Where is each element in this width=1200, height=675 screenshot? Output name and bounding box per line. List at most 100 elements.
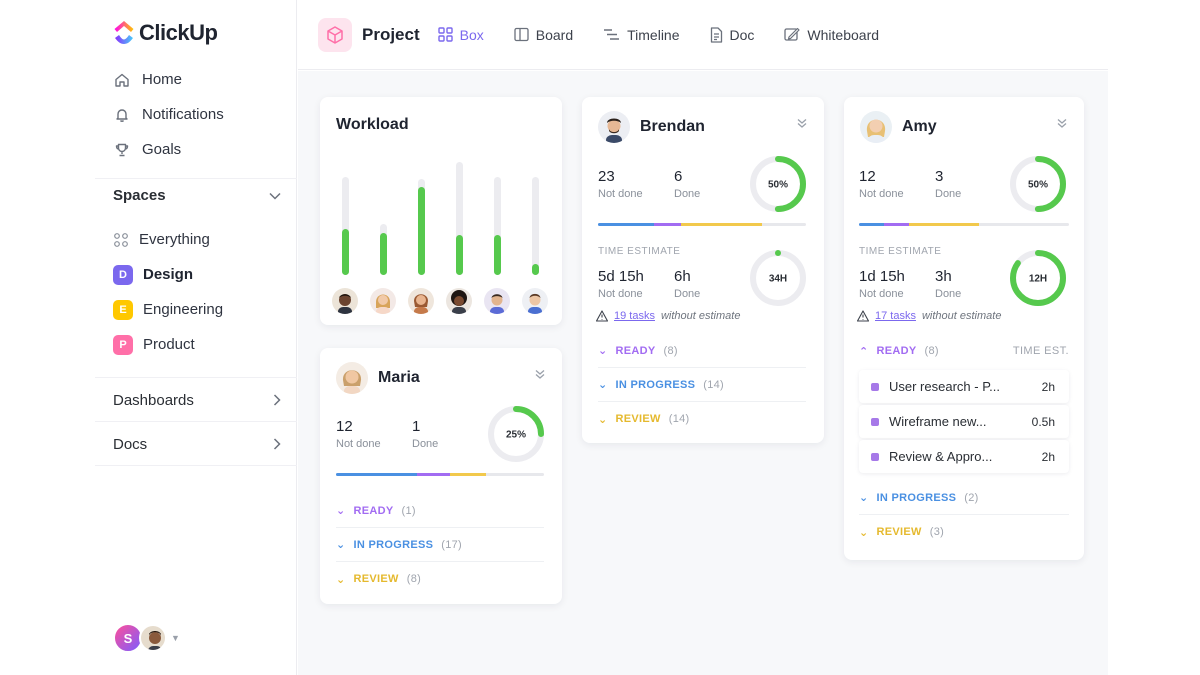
brendan-estimate-ring: 34H bbox=[748, 248, 808, 313]
status-ready[interactable]: ⌄ READY (8) bbox=[598, 334, 806, 368]
tasks-link[interactable]: 17 tasks bbox=[875, 310, 916, 322]
tab-box[interactable]: Box bbox=[437, 27, 484, 43]
page-title: Project bbox=[362, 24, 420, 44]
status-in-progress[interactable]: ⌄ IN PROGRESS (2) bbox=[859, 481, 1069, 515]
clickup-logo[interactable]: ClickUp bbox=[113, 20, 218, 46]
amy-progress-bar bbox=[859, 223, 1069, 226]
tasks-link[interactable]: 19 tasks bbox=[614, 310, 655, 322]
chevron-down-icon[interactable] bbox=[269, 192, 281, 200]
status-review[interactable]: ⌄ REVIEW (14) bbox=[598, 402, 806, 436]
space-engineering-label: Engineering bbox=[143, 301, 224, 318]
workload-bar[interactable] bbox=[456, 235, 463, 275]
task-title: Review & Appro... bbox=[889, 449, 993, 464]
status-label: IN PROGRESS bbox=[876, 491, 957, 504]
warning-icon bbox=[857, 310, 869, 322]
task-row[interactable]: User research - P... 2h bbox=[859, 370, 1069, 403]
amy-card: Amy 12 Not done 3 Done 50% TIME ESTIMATE… bbox=[844, 97, 1084, 560]
space-everything[interactable]: Everything bbox=[113, 222, 283, 257]
amy-not-done-label: Not done bbox=[859, 188, 904, 200]
status-count: (17) bbox=[441, 538, 463, 551]
task-hours: 2h bbox=[1041, 449, 1055, 464]
amy-done-label: Done bbox=[935, 188, 962, 200]
spaces-header[interactable]: Spaces bbox=[113, 187, 281, 204]
maria-done: 1 Done bbox=[412, 418, 438, 450]
amy-est-done-label: Done bbox=[935, 288, 962, 300]
nav-notifications[interactable]: Notifications bbox=[113, 97, 283, 132]
caret-down-icon: ▼ bbox=[171, 633, 180, 643]
status-review[interactable]: ⌄ REVIEW (8) bbox=[336, 562, 544, 596]
status-count: (1) bbox=[401, 504, 416, 517]
tab-timeline[interactable]: Timeline bbox=[603, 27, 680, 43]
chevron-up-icon: ⌃ bbox=[859, 345, 869, 358]
space-everything-label: Everything bbox=[139, 231, 210, 248]
brendan-header: Brendan bbox=[598, 111, 705, 143]
maria-name: Maria bbox=[378, 369, 420, 386]
brendan-est-done-value: 6h bbox=[674, 268, 691, 285]
status-in-progress[interactable]: ⌄ IN PROGRESS (14) bbox=[598, 368, 806, 402]
status-ready[interactable]: ⌃ READY (8) TIME EST. bbox=[859, 334, 1069, 368]
task-row[interactable]: Review & Appro... 2h bbox=[859, 440, 1069, 473]
user-menu[interactable]: S ▼ bbox=[113, 623, 180, 653]
space-engineering[interactable]: E Engineering bbox=[113, 292, 283, 327]
status-in-progress[interactable]: ⌄ IN PROGRESS (17) bbox=[336, 528, 544, 562]
ring-label: 25% bbox=[506, 430, 526, 441]
avatar[interactable] bbox=[522, 288, 548, 314]
maria-progress-ring: 25% bbox=[486, 404, 546, 469]
workload-bar[interactable] bbox=[494, 235, 501, 275]
task-title: Wireframe new... bbox=[889, 414, 987, 429]
time-estimate-label: TIME ESTIMATE bbox=[598, 246, 681, 257]
whiteboard-icon bbox=[784, 27, 801, 41]
space-design[interactable]: D Design bbox=[113, 257, 283, 292]
workload-bar[interactable] bbox=[342, 229, 349, 275]
space-badge-design: D bbox=[113, 264, 133, 285]
maria-not-done-count: 12 bbox=[336, 418, 353, 435]
top-bar: Project Box Board Timeline Doc Whiteboar… bbox=[298, 0, 1108, 70]
avatar[interactable] bbox=[370, 288, 396, 314]
avatar bbox=[598, 111, 630, 143]
docs-link[interactable]: Docs bbox=[113, 424, 281, 464]
status-label: REVIEW bbox=[876, 526, 922, 538]
nav-home[interactable]: Home bbox=[113, 62, 283, 97]
dashboards-link[interactable]: Dashboards bbox=[113, 380, 281, 420]
task-title: User research - P... bbox=[889, 379, 1001, 394]
tab-doc[interactable]: Doc bbox=[710, 27, 754, 43]
workload-bar[interactable] bbox=[532, 264, 539, 275]
avatar[interactable] bbox=[332, 288, 358, 314]
task-status-dot bbox=[871, 417, 879, 426]
board-icon bbox=[514, 27, 529, 42]
avatar[interactable] bbox=[484, 288, 510, 314]
brendan-not-done-count: 23 bbox=[598, 168, 615, 185]
warning-text: without estimate bbox=[921, 310, 1002, 322]
space-badge-product: P bbox=[113, 334, 133, 355]
status-label: IN PROGRESS bbox=[353, 538, 434, 551]
brendan-not-done-label: Not done bbox=[598, 188, 643, 200]
amy-done-count: 3 bbox=[935, 168, 944, 185]
amy-estimate-warning: 17 tasks without estimate bbox=[857, 310, 1001, 322]
user-avatar: S bbox=[113, 623, 143, 653]
collapse-icon[interactable] bbox=[796, 117, 808, 129]
task-row[interactable]: Wireframe new... 0.5h bbox=[859, 405, 1069, 438]
workload-bar[interactable] bbox=[380, 233, 387, 275]
amy-not-done: 12 Not done bbox=[859, 168, 904, 200]
collapse-icon[interactable] bbox=[534, 368, 546, 380]
main-content: Workload Maria 12 Not bbox=[298, 71, 1108, 675]
status-label: READY bbox=[615, 344, 656, 357]
nav-goals[interactable]: Goals bbox=[113, 132, 283, 167]
tab-whiteboard[interactable]: Whiteboard bbox=[784, 27, 879, 43]
status-ready[interactable]: ⌄ READY (1) bbox=[336, 494, 544, 528]
avatar[interactable] bbox=[446, 288, 472, 314]
collapse-icon[interactable] bbox=[1056, 117, 1068, 129]
task-status-dot bbox=[871, 382, 879, 391]
brendan-est-not-done-label: Not done bbox=[598, 288, 643, 300]
status-review[interactable]: ⌄ REVIEW (3) bbox=[859, 515, 1069, 549]
avatar[interactable] bbox=[408, 288, 434, 314]
workload-bar[interactable] bbox=[418, 187, 425, 275]
nav-notifications-label: Notifications bbox=[142, 106, 224, 123]
tab-board[interactable]: Board bbox=[514, 27, 573, 43]
workload-title: Workload bbox=[336, 116, 409, 133]
status-label: IN PROGRESS bbox=[615, 378, 696, 391]
logo-text: ClickUp bbox=[139, 20, 218, 45]
chevron-down-icon: ⌄ bbox=[336, 505, 346, 517]
space-product[interactable]: P Product bbox=[113, 327, 283, 362]
docs-label: Docs bbox=[113, 435, 148, 453]
